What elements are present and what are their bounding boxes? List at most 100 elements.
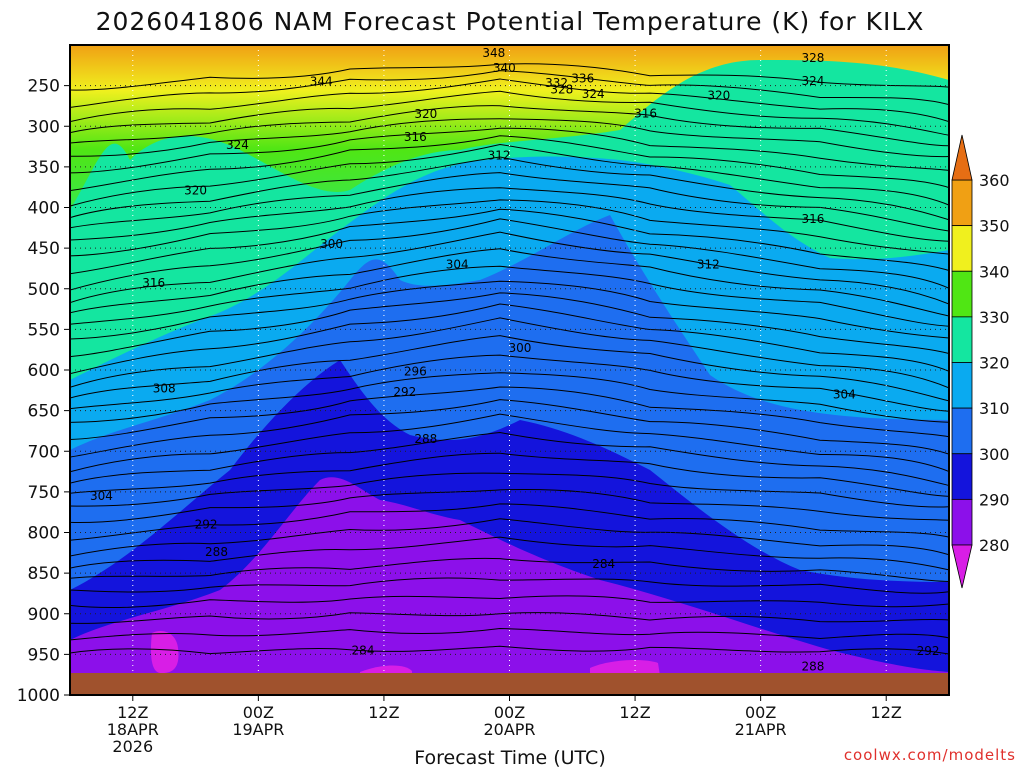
contour-label: 312 <box>488 149 511 163</box>
contour-label: 308 <box>153 382 176 396</box>
y-tick-label: 850 <box>28 564 60 584</box>
contour-label: 316 <box>634 106 657 120</box>
contour-label: 324 <box>802 74 825 88</box>
contour-label: 344 <box>310 75 333 89</box>
contour-label: 304 <box>833 387 856 401</box>
colorbar-label: 320 <box>979 354 1010 373</box>
colorbar-label: 350 <box>979 217 1010 236</box>
contour-line <box>70 231 949 305</box>
colorbar-label: 330 <box>979 308 1010 327</box>
contour-label: 348 <box>482 46 505 60</box>
contour-line <box>70 577 949 594</box>
band-280-left <box>150 630 179 674</box>
contour-line <box>70 386 949 440</box>
contour-line <box>70 489 949 524</box>
contour-line <box>70 63 949 91</box>
contour-label: 288 <box>414 432 437 446</box>
contour-label: 292 <box>393 385 416 399</box>
colorbar-label: 290 <box>979 490 1010 509</box>
contour-line <box>70 143 949 207</box>
contour-label: 316 <box>802 212 825 226</box>
contour-label: 304 <box>90 489 113 503</box>
y-tick-label: 1000 <box>17 686 60 706</box>
contour-lines <box>70 63 949 655</box>
grid-lines <box>70 45 949 695</box>
y-tick-label: 750 <box>28 483 60 503</box>
colorbar-label: 310 <box>979 399 1010 418</box>
y-tick-label: 600 <box>28 361 60 381</box>
contour-label: 300 <box>320 237 343 251</box>
y-tick-label: 500 <box>28 280 60 300</box>
x-tick-label: 12Z <box>871 703 902 722</box>
colorbar-swatch <box>951 453 973 500</box>
contour-line <box>70 248 949 317</box>
y-tick-label: 450 <box>28 239 60 259</box>
contour-label: 324 <box>226 138 249 152</box>
x-tick-label: 00Z <box>745 703 776 722</box>
contour-line <box>70 413 949 473</box>
y-tick-label: 350 <box>28 158 60 178</box>
x-tick-label: 00Z <box>494 703 525 722</box>
x-tick-label: 12Z <box>619 703 650 722</box>
contour-line <box>70 472 949 508</box>
contour-label: 316 <box>404 130 427 144</box>
y-tick-label: 400 <box>28 199 60 219</box>
contour-label: 336 <box>571 71 594 85</box>
contour-line <box>70 627 949 641</box>
credit-link[interactable]: coolwx.com/modelts <box>844 746 1016 764</box>
contour-label: 320 <box>707 88 730 102</box>
y-axis: 250 300 350 400 450 500 550 600 650 700 750 800 850 9… <box>17 77 70 706</box>
colorbar-swatch <box>951 498 973 546</box>
contour-label: 312 <box>697 257 720 271</box>
x-tick-label: 2026 <box>112 737 153 756</box>
contour-line <box>70 303 949 375</box>
colorbar-swatch <box>951 407 973 455</box>
contour-label: 328 <box>802 51 825 65</box>
x-tick-label: 21APR <box>735 720 787 739</box>
contour-label: 328 <box>550 83 573 97</box>
contour-label: 332 <box>545 76 568 90</box>
colorbar-swatch <box>951 179 973 227</box>
chart-title: 2026041806 NAM Forecast Potential Temper… <box>96 7 925 36</box>
contour-line <box>70 503 949 541</box>
contour-line <box>70 452 949 497</box>
contour-label: 300 <box>509 341 532 355</box>
contour-label: 284 <box>352 643 375 657</box>
contour-line <box>70 372 949 423</box>
contour-label: 284 <box>592 557 615 571</box>
contour-line <box>70 265 949 327</box>
contour-line <box>70 70 949 108</box>
contour-line <box>70 135 949 192</box>
contour-label: 304 <box>446 257 469 271</box>
contour-line <box>70 335 949 402</box>
colorbar-swatch <box>951 225 973 272</box>
y-tick-label: 700 <box>28 442 60 462</box>
contour-line <box>70 645 949 655</box>
contour-line <box>70 90 949 136</box>
band-290 <box>70 477 949 695</box>
y-tick-label: 650 <box>28 402 60 422</box>
contour-line <box>70 280 949 340</box>
contour-line <box>70 595 949 609</box>
contour-label: 292 <box>917 644 940 658</box>
contour-label: 340 <box>493 61 516 75</box>
x-axis-label: Forecast Time (UTC) <box>414 747 605 768</box>
contour-line <box>70 156 949 221</box>
y-tick-label: 550 <box>28 320 60 340</box>
contour-line <box>70 536 949 571</box>
contour-label: 288 <box>802 660 825 674</box>
contour-line <box>70 127 949 174</box>
plot-area <box>70 45 949 695</box>
contour-line <box>70 292 949 358</box>
x-tick-label: 18APR <box>107 720 159 739</box>
x-tick-label: 12Z <box>368 703 399 722</box>
contour-label: 292 <box>195 517 218 531</box>
colorbar-swatch <box>951 362 973 409</box>
contour-label: 324 <box>582 87 605 101</box>
colorbar-swatch <box>951 270 973 318</box>
y-tick-label: 250 <box>28 77 60 97</box>
y-tick-label: 800 <box>28 524 60 544</box>
contour-label: 320 <box>414 107 437 121</box>
colorbar-label: 280 <box>979 536 1010 555</box>
